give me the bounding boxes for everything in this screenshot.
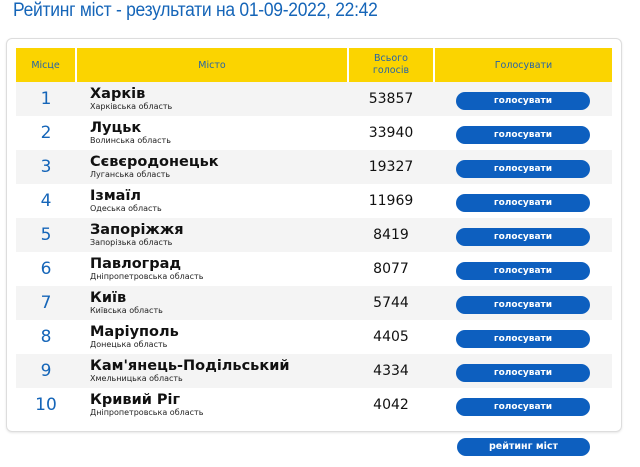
vote-count: 19327 xyxy=(348,150,434,184)
table-row: 9 Кам'янець-Подільський Хмельницька облас… xyxy=(16,354,612,388)
place: 9 xyxy=(16,354,76,388)
city-rating-button[interactable]: рейтинг міст xyxy=(457,438,590,456)
table-row: 8 Маріуполь Донецька область 4405 голосув… xyxy=(16,320,612,354)
city-name: Кривий Ріг xyxy=(90,391,181,408)
city-name: Маріуполь xyxy=(90,323,179,340)
vote-cell: голосувати xyxy=(434,354,612,388)
region-name: Запорізька область xyxy=(90,237,173,247)
header-votes: Всього голосів xyxy=(348,48,435,82)
vote-count: 4405 xyxy=(373,329,409,345)
region-name: Харківська область xyxy=(90,101,173,111)
vote-cell: голосувати xyxy=(434,150,612,184)
city-cell: Харків Харківська область xyxy=(76,82,348,116)
vote-count: 5744 xyxy=(348,286,434,320)
vote-button[interactable]: голосувати xyxy=(456,92,590,110)
table-row: 5 Запоріжжя Запорізька область 8419 голос… xyxy=(16,218,612,252)
city-cell: Ізмаїл Одеська область xyxy=(76,184,348,218)
vote-cell: голосувати xyxy=(434,286,612,320)
vote-cell: голосувати xyxy=(434,388,612,422)
vote-cell: голосувати xyxy=(434,184,612,218)
table-row: 10 Кривий Ріг Дніпропетровська область 40… xyxy=(16,388,612,422)
city-cell: Маріуполь Донецька область xyxy=(76,320,348,354)
vote-count: 8077 xyxy=(373,261,409,277)
place: 7 xyxy=(16,286,76,320)
header-city: Місто xyxy=(76,48,349,82)
vote-count: 8419 xyxy=(348,218,434,252)
city-name: Павлоград xyxy=(90,255,182,272)
header-vote: Голосувати xyxy=(434,48,612,82)
place: 1 xyxy=(16,82,76,116)
vote-button[interactable]: голосувати xyxy=(456,330,590,348)
vote-count: 33940 xyxy=(368,125,414,141)
city-cell: Київ Київська область xyxy=(76,286,348,320)
vote-button[interactable]: голосувати xyxy=(456,296,590,314)
header-place: Місце xyxy=(16,48,77,82)
vote-count: 11969 xyxy=(368,193,414,209)
vote-cell: голосувати xyxy=(434,252,612,286)
place: 10 xyxy=(35,395,57,415)
place: 4 xyxy=(40,191,52,211)
table-row: 7 Київ Київська область 5744 голосувати xyxy=(16,286,612,320)
table-row: 4 Ізмаїл Одеська область 11969 голосувати xyxy=(16,184,612,218)
city-name: Сєвєродонецьк xyxy=(90,153,219,170)
vote-button[interactable]: голосувати xyxy=(456,262,590,280)
vote-cell: голосувати xyxy=(434,320,612,354)
rating-card xyxy=(6,38,622,432)
vote-cell: голосувати xyxy=(434,218,612,252)
place: 2 xyxy=(40,123,52,143)
table-row: 1 Харків Харківська область 53857 голосув… xyxy=(16,82,612,116)
region-name: Дніпропетровська область xyxy=(90,271,204,281)
city-cell: Павлоград Дніпропетровська область xyxy=(76,252,348,286)
region-name: Дніпропетровська область xyxy=(90,407,204,417)
vote-button[interactable]: голосувати xyxy=(456,364,590,382)
place: 6 xyxy=(40,259,52,279)
vote-count: 4334 xyxy=(348,354,434,388)
region-name: Київська область xyxy=(90,305,163,315)
vote-count: 4042 xyxy=(373,397,409,413)
place: 3 xyxy=(16,150,76,184)
table-row: 6 Павлоград Дніпропетровська область 8077… xyxy=(16,252,612,286)
vote-button[interactable]: голосувати xyxy=(456,126,590,144)
region-name: Одеська область xyxy=(90,203,162,213)
rating-table: Місце Місто Всього голосів Голосувати 1 … xyxy=(16,48,612,422)
city-name: Кам'янець-Подільський xyxy=(90,357,290,374)
vote-count: 53857 xyxy=(348,82,434,116)
city-cell: Кам'янець-Подільський Хмельницька область xyxy=(76,354,348,388)
table-row: 2 Луцьк Волинська область 33940 голосуват… xyxy=(16,116,612,150)
city-name: Київ xyxy=(90,289,127,306)
city-cell: Кривий Ріг Дніпропетровська область xyxy=(76,388,348,422)
region-name: Луганська область xyxy=(90,169,171,179)
vote-cell: голосувати xyxy=(434,116,612,150)
vote-button[interactable]: голосувати xyxy=(456,194,590,212)
city-name: Луцьк xyxy=(90,119,142,136)
city-name: Запоріжжя xyxy=(90,221,184,238)
table-row: 3 Сєвєродонецьк Луганська область 19327 г… xyxy=(16,150,612,184)
place: 8 xyxy=(40,327,52,347)
region-name: Волинська область xyxy=(90,135,171,145)
region-name: Донецька область xyxy=(90,339,168,349)
vote-cell: голосувати xyxy=(434,82,612,116)
vote-button[interactable]: голосувати xyxy=(456,228,590,246)
city-name: Ізмаїл xyxy=(90,187,142,204)
vote-button[interactable]: голосувати xyxy=(456,398,590,416)
city-cell: Запоріжжя Запорізька область xyxy=(76,218,348,252)
region-name: Хмельницька область xyxy=(90,373,183,383)
place: 5 xyxy=(16,218,76,252)
table-header: Місце Місто Всього голосів Голосувати xyxy=(16,48,612,82)
city-name: Харків xyxy=(90,85,146,102)
city-cell: Сєвєродонецьк Луганська область xyxy=(76,150,348,184)
vote-button[interactable]: голосувати xyxy=(456,160,590,178)
page-title: Рейтинг міст - результати на 01-09-2022,… xyxy=(13,0,378,21)
city-cell: Луцьк Волинська область xyxy=(76,116,348,150)
